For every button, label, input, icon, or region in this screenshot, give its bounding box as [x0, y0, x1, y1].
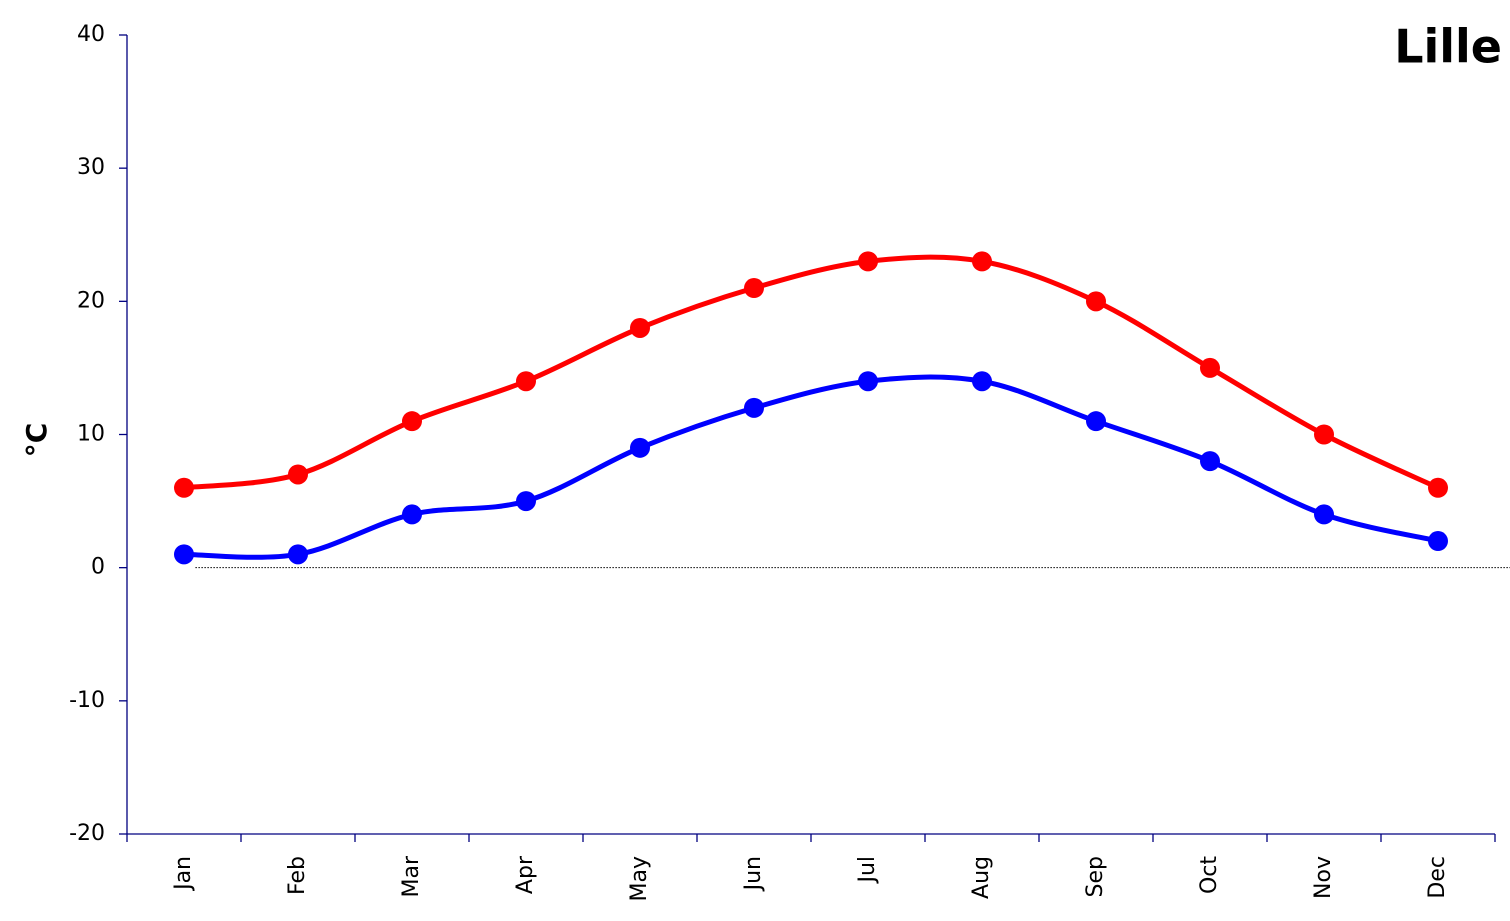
point: [858, 251, 878, 272]
point: [630, 437, 650, 458]
x-tick-label: Aug: [969, 856, 994, 899]
x-tick-label: Jan: [171, 856, 196, 892]
series-line: [183, 254, 1440, 491]
point: [1200, 451, 1220, 472]
x-tick-label: Feb: [285, 856, 310, 895]
point: [858, 371, 878, 392]
point: [1086, 291, 1106, 312]
point: [744, 397, 764, 418]
x-tick-label: Mar: [399, 855, 424, 897]
y-tick-label: 10: [77, 422, 105, 447]
point: [402, 411, 422, 432]
point: [174, 477, 194, 498]
y-axis-label: °C: [20, 423, 53, 458]
x-tick-label: Oct: [1197, 856, 1222, 894]
series-line: [183, 374, 1439, 560]
chart-title: Lille: [1394, 20, 1502, 74]
x-tick-label: Sep: [1083, 856, 1108, 897]
point: [972, 371, 992, 392]
point: [1200, 357, 1220, 378]
point: [972, 251, 992, 272]
x-tick-label: Jun: [741, 856, 766, 892]
point: [1086, 411, 1106, 432]
point: [174, 544, 194, 565]
x-tick-label: May: [627, 856, 652, 901]
point: [1428, 477, 1448, 498]
x-tick-label: Nov: [1311, 856, 1336, 899]
x-tick-label: Apr: [513, 855, 538, 894]
y-tick-label: 30: [77, 155, 105, 180]
x-tick-label: Dec: [1425, 856, 1450, 899]
point: [402, 504, 422, 525]
point: [1314, 504, 1334, 525]
y-tick-label: 0: [91, 555, 105, 580]
point: [1314, 424, 1334, 445]
point: [288, 544, 308, 565]
point: [516, 491, 536, 512]
y-tick-label: -20: [69, 821, 105, 846]
point: [516, 371, 536, 392]
y-tick-label: 20: [77, 288, 105, 313]
y-tick-label: -10: [69, 688, 105, 713]
point: [1428, 531, 1448, 552]
x-tick-label: Jul: [855, 856, 880, 885]
y-tick-label: 40: [77, 22, 105, 47]
point: [630, 317, 650, 338]
point: [744, 278, 764, 299]
point: [288, 464, 308, 485]
